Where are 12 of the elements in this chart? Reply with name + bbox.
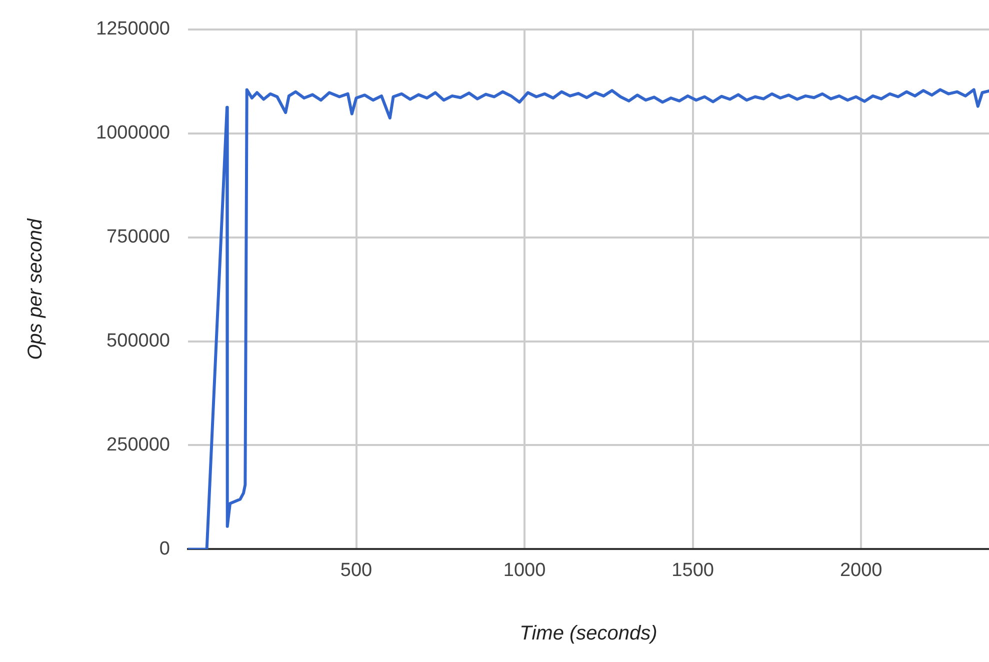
x-axis-title: Time (seconds) bbox=[520, 622, 658, 645]
x-tick-label: 1500 bbox=[672, 560, 714, 581]
y-tick-label: 1000000 bbox=[96, 122, 170, 144]
y-tick-label: 1250000 bbox=[96, 18, 170, 40]
y-tick-label: 500000 bbox=[106, 330, 170, 352]
x-tick-label: 500 bbox=[340, 560, 372, 581]
y-tick-label: 750000 bbox=[106, 226, 170, 248]
y-axis-title: Ops per second bbox=[24, 218, 47, 360]
x-tick-label: 2000 bbox=[840, 560, 882, 581]
y-tick-label: 250000 bbox=[106, 434, 170, 456]
x-tick-label: 1000 bbox=[503, 560, 546, 581]
y-tick-label: 0 bbox=[159, 538, 170, 560]
